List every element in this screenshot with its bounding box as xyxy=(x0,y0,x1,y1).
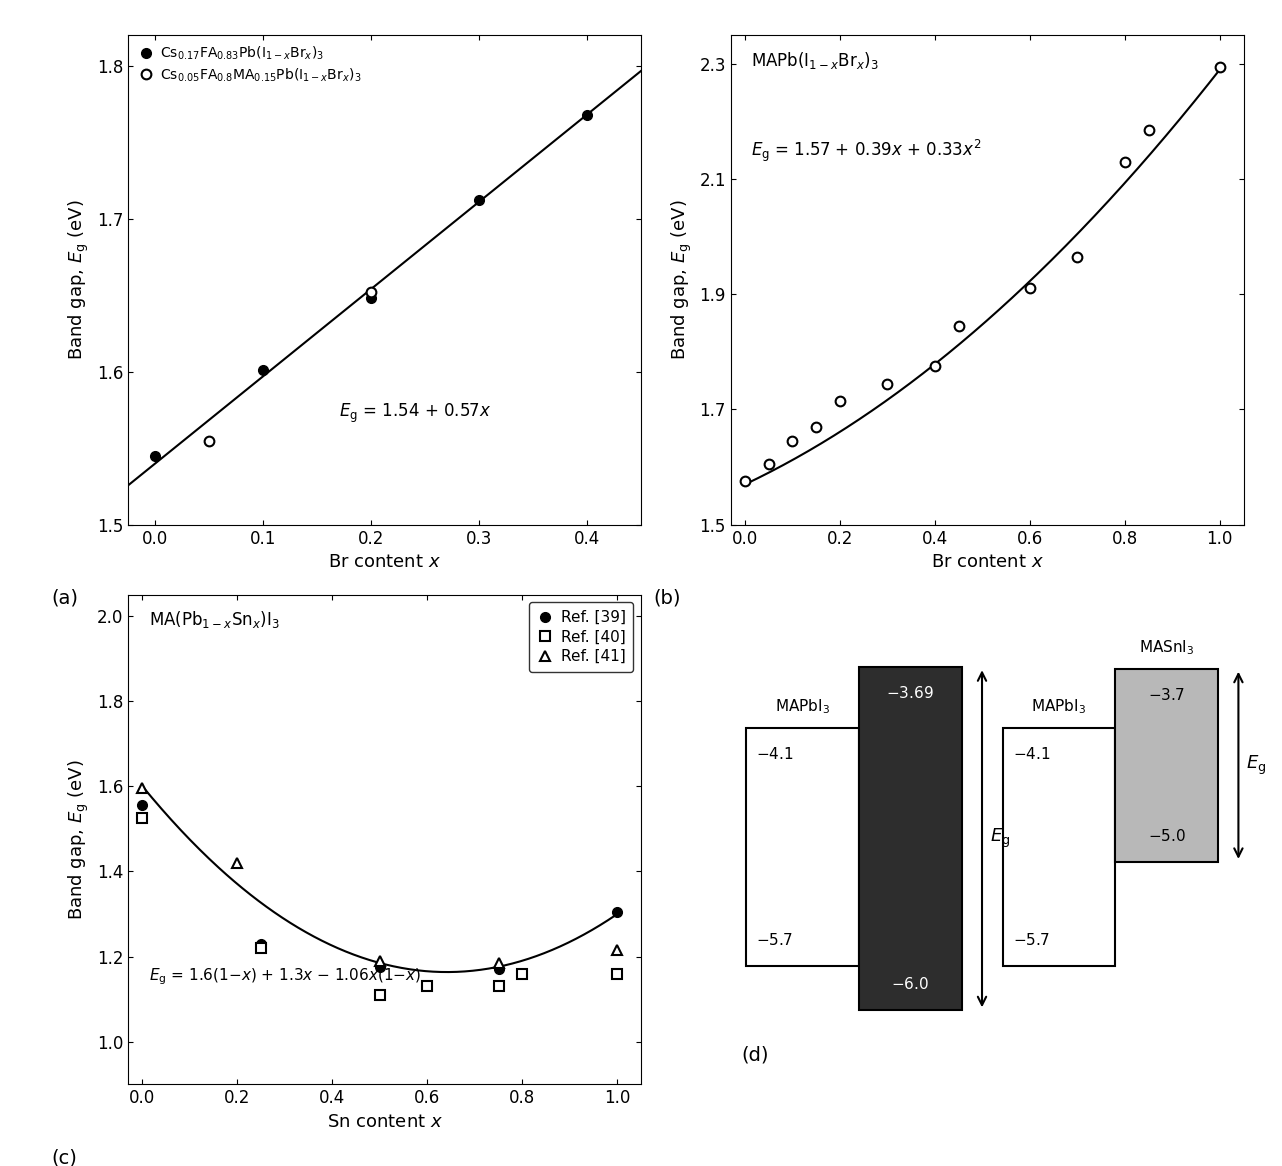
Cs$_{0.05}$FA$_{0.8}$MA$_{0.15}$Pb(I$_{1-x}$Br$_x$)$_3$ xyxy=(363,285,378,298)
Line: Cs$_{0.17}$FA$_{0.83}$Pb(I$_{1-x}$Br$_x$)$_3$: Cs$_{0.17}$FA$_{0.83}$Pb(I$_{1-x}$Br$_x$… xyxy=(150,110,592,461)
Line: Ref. [39]: Ref. [39] xyxy=(137,801,622,975)
Text: $-$5.0: $-$5.0 xyxy=(1147,828,1186,844)
Ref. [40] xyxy=(419,979,435,993)
Bar xyxy=(859,667,962,1010)
Ref. [40] xyxy=(609,967,624,981)
Text: MASnI$_3$: MASnI$_3$ xyxy=(1138,638,1195,656)
Legend: Ref. [39], Ref. [40], Ref. [41]: Ref. [39], Ref. [40], Ref. [41] xyxy=(528,603,633,672)
Line: Cs$_{0.05}$FA$_{0.8}$MA$_{0.15}$Pb(I$_{1-x}$Br$_x$)$_3$: Cs$_{0.05}$FA$_{0.8}$MA$_{0.15}$Pb(I$_{1… xyxy=(204,287,376,445)
Ref. [41] xyxy=(135,781,150,795)
Legend: Cs$_{0.17}$FA$_{0.83}$Pb(I$_{1-x}$Br$_x$)$_3$, Cs$_{0.05}$FA$_{0.8}$MA$_{0.15}$P: Cs$_{0.17}$FA$_{0.83}$Pb(I$_{1-x}$Br$_x$… xyxy=(135,42,364,86)
Ref. [41] xyxy=(229,856,245,870)
Ref. [39] xyxy=(135,799,150,813)
Cs$_{0.17}$FA$_{0.83}$Pb(I$_{1-x}$Br$_x$)$_3$ xyxy=(472,194,487,208)
Ref. [39] xyxy=(254,936,269,950)
Ref. [40] xyxy=(514,967,529,981)
Ref. [39] xyxy=(491,962,506,976)
Text: MAPbI$_3$: MAPbI$_3$ xyxy=(1032,697,1086,716)
Text: $-$3.69: $-$3.69 xyxy=(886,686,935,701)
Ref. [40] xyxy=(491,979,506,993)
X-axis label: Sn content $x$: Sn content $x$ xyxy=(327,1112,442,1131)
Text: MAPb(I$_{1-x}$Br$_x$)$_3$: MAPb(I$_{1-x}$Br$_x$)$_3$ xyxy=(751,50,879,71)
Text: $-$4.1: $-$4.1 xyxy=(756,746,794,763)
Ref. [40] xyxy=(254,941,269,955)
Ref. [40] xyxy=(135,812,150,826)
Text: $E_{\mathrm{g}}$: $E_{\mathrm{g}}$ xyxy=(1246,753,1267,777)
Text: $E_{\mathrm{g}}$ = 1.6(1$-x$) + 1.3$x$ $-$ 1.06$x$(1$-x$): $E_{\mathrm{g}}$ = 1.6(1$-x$) + 1.3$x$ $… xyxy=(149,967,420,988)
Text: (a): (a) xyxy=(51,589,78,607)
Bar xyxy=(746,729,859,965)
Line: Ref. [40]: Ref. [40] xyxy=(137,814,622,999)
Ref. [41] xyxy=(491,956,506,970)
Y-axis label: Band gap, $E_{\mathrm{g}}$ (eV): Band gap, $E_{\mathrm{g}}$ (eV) xyxy=(67,199,91,360)
Ref. [41] xyxy=(372,954,387,968)
Text: MAPbI$_3$: MAPbI$_3$ xyxy=(776,697,829,716)
Text: $E_{\mathrm{g}}$: $E_{\mathrm{g}}$ xyxy=(990,827,1010,850)
Text: (b): (b) xyxy=(654,589,681,607)
Text: $-$3.7: $-$3.7 xyxy=(1149,687,1185,703)
Text: $-$5.7: $-$5.7 xyxy=(756,932,794,948)
X-axis label: Br content $x$: Br content $x$ xyxy=(931,553,1044,571)
Text: (c): (c) xyxy=(51,1149,77,1166)
Cs$_{0.05}$FA$_{0.8}$MA$_{0.15}$Pb(I$_{1-x}$Br$_x$)$_3$ xyxy=(201,434,217,448)
Text: $-$5.7: $-$5.7 xyxy=(1013,932,1050,948)
Ref. [39] xyxy=(372,961,387,975)
Cs$_{0.17}$FA$_{0.83}$Pb(I$_{1-x}$Br$_x$)$_3$ xyxy=(147,449,163,463)
Bar xyxy=(1115,669,1218,862)
Text: (d): (d) xyxy=(741,1046,768,1065)
Text: $E_{\mathrm{g}}$ = 1.54 + 0.57$x$: $E_{\mathrm{g}}$ = 1.54 + 0.57$x$ xyxy=(338,402,491,426)
Line: Ref. [41]: Ref. [41] xyxy=(137,784,622,968)
Y-axis label: Band gap, $E_{\mathrm{g}}$ (eV): Band gap, $E_{\mathrm{g}}$ (eV) xyxy=(67,759,91,920)
Cs$_{0.17}$FA$_{0.83}$Pb(I$_{1-x}$Br$_x$)$_3$ xyxy=(255,363,271,377)
Ref. [39] xyxy=(609,905,624,919)
Ref. [40] xyxy=(372,988,387,1002)
Y-axis label: Band gap, $E_{\mathrm{g}}$ (eV): Band gap, $E_{\mathrm{g}}$ (eV) xyxy=(669,199,694,360)
Text: $-$4.1: $-$4.1 xyxy=(1013,746,1050,763)
Text: MAPbBr$_3$: MAPbBr$_3$ xyxy=(877,637,944,655)
Text: $-$6.0: $-$6.0 xyxy=(891,976,929,992)
Text: $E_{\mathrm{g}}$ = 1.57 + 0.39$x$ + 0.33$x^2$: $E_{\mathrm{g}}$ = 1.57 + 0.39$x$ + 0.33… xyxy=(751,138,982,164)
Cs$_{0.17}$FA$_{0.83}$Pb(I$_{1-x}$Br$_x$)$_3$ xyxy=(579,107,595,121)
X-axis label: Br content $x$: Br content $x$ xyxy=(328,553,441,571)
Bar xyxy=(1003,729,1115,965)
Cs$_{0.17}$FA$_{0.83}$Pb(I$_{1-x}$Br$_x$)$_3$ xyxy=(363,292,378,305)
Ref. [41] xyxy=(609,943,624,957)
Text: MA(Pb$_{1-x}$Sn$_x$)I$_3$: MA(Pb$_{1-x}$Sn$_x$)I$_3$ xyxy=(149,610,279,631)
